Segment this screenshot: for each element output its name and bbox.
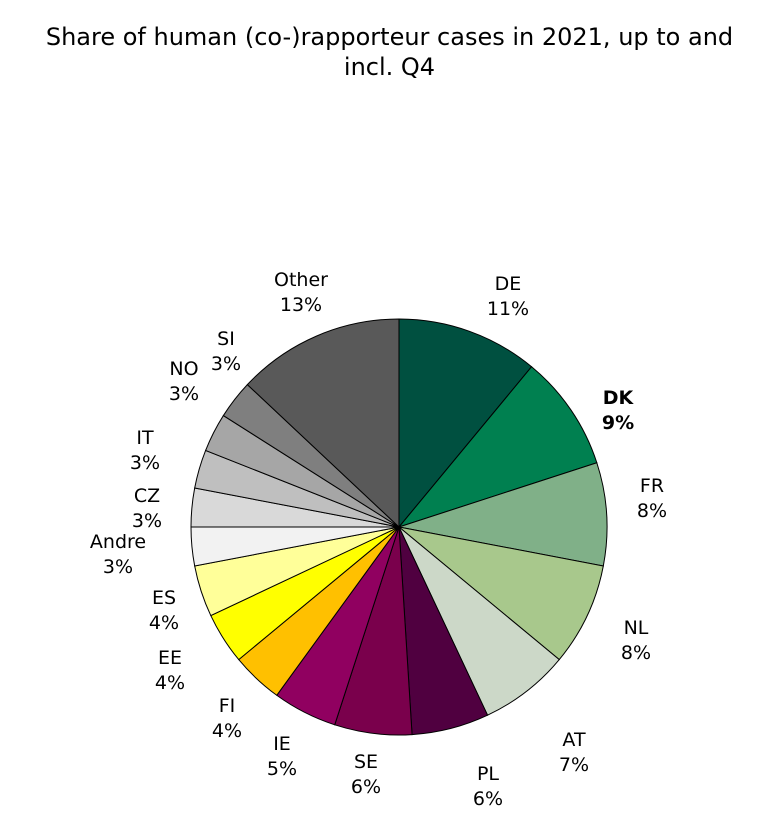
slice-label-percent: 3% — [168, 383, 200, 405]
slice-label-name: SI — [217, 328, 235, 350]
slice-label-name: Andre — [89, 531, 147, 553]
slice-label-name: SE — [353, 751, 379, 773]
pie-slice-other — [246, 318, 400, 529]
slice-label-percent: 8% — [620, 642, 652, 664]
slice-label-percent: 4% — [154, 672, 186, 694]
slice-label-percent: 7% — [558, 754, 590, 776]
slice-label-ee: EE 4% — [155, 646, 185, 696]
slice-label-es: ES 4% — [149, 586, 179, 636]
slice-label-name: DE — [494, 273, 522, 295]
slice-label-name: IE — [273, 733, 291, 755]
slice-label-percent: 13% — [279, 294, 323, 316]
slice-label-name: IT — [136, 427, 154, 449]
pie-slice-dk — [397, 366, 598, 529]
pie-slice-nl — [398, 526, 604, 661]
slice-label-name: NL — [623, 617, 649, 639]
slice-label-percent: 8% — [636, 500, 668, 522]
slice-label-percent: 4% — [148, 612, 180, 634]
slice-label-name: FR — [639, 475, 665, 497]
slice-label-fr: FR 8% — [637, 474, 667, 524]
slice-label-percent: 9% — [601, 412, 635, 434]
slice-label-name: NO — [169, 358, 199, 380]
slice-label-dk: DK 9% — [602, 386, 634, 436]
slice-label-nl: NL 8% — [621, 616, 651, 666]
pie-slice-fr — [398, 462, 608, 567]
slice-label-si: SI 3% — [211, 327, 241, 377]
slice-label-name: FI — [218, 695, 236, 717]
slice-label-name: Other — [274, 269, 328, 291]
slice-label-no: NO 3% — [169, 357, 199, 407]
chart-title: Share of human (co-)rapporteur cases in … — [0, 22, 779, 82]
slice-label-name: ES — [151, 587, 177, 609]
slice-label-percent: 3% — [210, 353, 242, 375]
slice-label-percent: 3% — [102, 556, 134, 578]
slice-label-name: DK — [602, 387, 634, 409]
pie-slice-de — [398, 318, 533, 529]
slice-label-se: SE 6% — [351, 750, 381, 800]
slice-label-at: AT 7% — [559, 728, 589, 778]
slice-label-percent: 11% — [486, 298, 530, 320]
slice-label-other: Other 13% — [274, 268, 328, 318]
slice-label-percent: 3% — [129, 452, 161, 474]
slice-label-ie: IE 5% — [267, 732, 297, 782]
slice-label-cz: CZ 3% — [132, 484, 162, 534]
slice-label-percent: 3% — [131, 510, 163, 532]
slice-label-name: PL — [476, 763, 500, 785]
chart-title-line-2: incl. Q4 — [343, 53, 436, 81]
chart-title-line-1: Share of human (co-)rapporteur cases in … — [45, 23, 734, 51]
slice-label-percent: 6% — [472, 788, 504, 810]
slice-label-de: DE 11% — [487, 272, 529, 322]
slice-label-name: AT — [562, 729, 586, 751]
slice-label-percent: 4% — [211, 720, 243, 742]
slice-label-percent: 6% — [350, 776, 382, 798]
slice-label-name: EE — [157, 647, 182, 669]
slice-label-andre: Andre 3% — [90, 530, 146, 580]
slice-label-percent: 5% — [266, 758, 298, 780]
slice-label-pl: PL 6% — [473, 762, 503, 812]
slice-label-name: CZ — [133, 485, 161, 507]
slice-label-it: IT 3% — [130, 426, 160, 476]
slice-label-fi: FI 4% — [212, 694, 242, 744]
